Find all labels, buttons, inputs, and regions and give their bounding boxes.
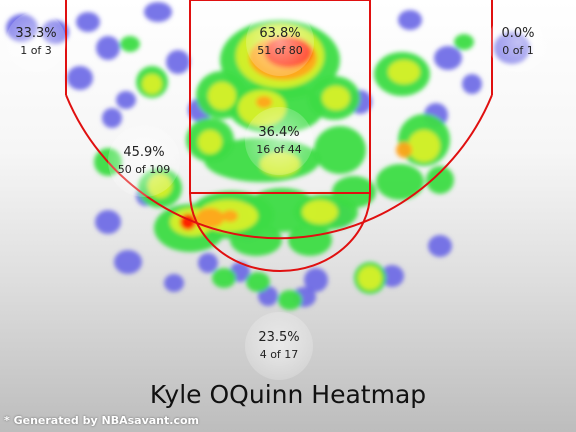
zone-pct: 63.8% (259, 26, 301, 41)
heat-blob (230, 224, 282, 256)
heat-blob (212, 268, 236, 288)
heat-blob (208, 82, 236, 110)
zone-paint-non-ra: 36.4% 16 of 44 (256, 124, 302, 158)
zone-count: 51 of 80 (257, 44, 303, 57)
heat-blob (114, 250, 142, 274)
heat-blob (408, 130, 440, 162)
zone-count: 4 of 17 (259, 348, 299, 361)
heat-blob (256, 96, 272, 108)
zone-pct: 36.4% (258, 125, 300, 140)
zone-backdrop-restricted-area (246, 8, 314, 76)
heat-blob (198, 130, 222, 154)
heat-blob (67, 66, 93, 90)
heat-blob (246, 272, 270, 292)
heat-blob (396, 142, 412, 158)
heat-blob (302, 200, 338, 224)
zone-left-corner-three: 33.3% 1 of 3 (15, 25, 56, 59)
zone-pct: 33.3% (15, 26, 57, 41)
heat-blob (322, 86, 350, 110)
heat-blob (454, 34, 474, 50)
zone-mid-range: 45.9% 50 of 109 (118, 144, 171, 178)
zone-pct: 23.5% (258, 330, 300, 345)
zone-above-break-three: 23.5% 4 of 17 (258, 329, 299, 363)
heat-blob (358, 266, 382, 290)
heat-blob (426, 166, 454, 194)
heat-blob (96, 36, 120, 60)
heat-blob (376, 164, 424, 200)
heat-blob (434, 46, 462, 70)
heat-blob (116, 91, 136, 109)
credit-text: * Generated by NBAsavant.com (4, 414, 199, 427)
heat-blob (428, 235, 452, 257)
heat-blob (76, 12, 100, 32)
heat-blob (142, 74, 162, 94)
zone-count: 16 of 44 (256, 143, 302, 156)
heat-blob (398, 10, 422, 30)
free-throw-circle (189, 192, 371, 272)
heat-blob (380, 265, 404, 287)
heat-blob (278, 290, 302, 310)
heat-blob (222, 210, 238, 222)
zone-count: 0 of 1 (502, 44, 534, 57)
zone-pct: 0.0% (501, 26, 535, 41)
zone-count: 50 of 109 (117, 163, 171, 176)
zone-circles (6, 8, 548, 380)
zone-backdrop-right-corner-three (488, 12, 548, 72)
heat-blob (198, 253, 218, 273)
heat-blob (95, 210, 121, 234)
zone-count: 1 of 3 (20, 44, 52, 57)
zone-backdrop-left-corner-three (6, 12, 66, 72)
zone-backdrop-mid-range (108, 125, 180, 197)
paint-box (189, 0, 371, 194)
heat-blob (164, 274, 184, 292)
heat-blob (120, 36, 140, 52)
zone-right-corner-three: 0.0% 0 of 1 (501, 25, 534, 59)
heat-blob (388, 60, 420, 84)
chart-title: Kyle OQuinn Heatmap (149, 380, 427, 409)
zone-backdrop-paint-non-ra (245, 107, 313, 175)
heat-blob (304, 268, 328, 292)
zone-backdrop-above-break-three (245, 312, 313, 380)
zone-restricted-area: 63.8% 51 of 80 (257, 25, 303, 59)
heat-blob (462, 74, 482, 94)
heat-blob (288, 224, 332, 256)
heat-blob (102, 108, 122, 128)
zone-pct: 45.9% (123, 145, 165, 160)
heat-blob (314, 126, 366, 174)
heat-blob (196, 208, 224, 228)
heat-blob (144, 2, 172, 22)
heat-blob (166, 50, 190, 74)
